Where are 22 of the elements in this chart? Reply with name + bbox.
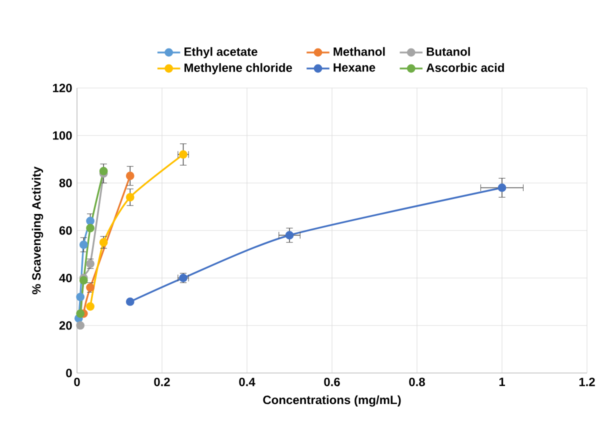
x-tick-label: 1.2 bbox=[579, 378, 595, 386]
legend-label: Ethyl acetate bbox=[184, 47, 258, 58]
x-tick-label: 0.4 bbox=[239, 378, 256, 386]
legend-label: Butanol bbox=[426, 47, 470, 56]
y-tick-label: 120 bbox=[53, 84, 72, 92]
y-tick-label: 40 bbox=[59, 274, 72, 282]
y-tick-label: 100 bbox=[53, 131, 72, 140]
y-tick-label: 60 bbox=[59, 226, 72, 235]
legend-label: Hexane bbox=[334, 63, 376, 72]
x-tick-label: 1 bbox=[499, 378, 505, 386]
y-axis-title: % Scavenging Activity bbox=[32, 166, 44, 294]
legend-label: Methanol bbox=[334, 47, 385, 56]
legend-label: Ascorbic acid bbox=[426, 63, 504, 72]
y-tick-label: 0 bbox=[66, 368, 72, 378]
y-tick-label: 20 bbox=[59, 321, 72, 330]
x-tick-label: 0 bbox=[74, 378, 80, 386]
x-axis-title: Concentrations (mg/mL) bbox=[263, 395, 401, 407]
x-tick-label: 0.6 bbox=[324, 378, 340, 386]
x-tick-label: 0.2 bbox=[154, 378, 170, 386]
legend-label: Methylene chloride bbox=[184, 63, 292, 74]
y-tick-label: 80 bbox=[59, 178, 72, 188]
x-tick-label: 0.8 bbox=[409, 378, 425, 386]
